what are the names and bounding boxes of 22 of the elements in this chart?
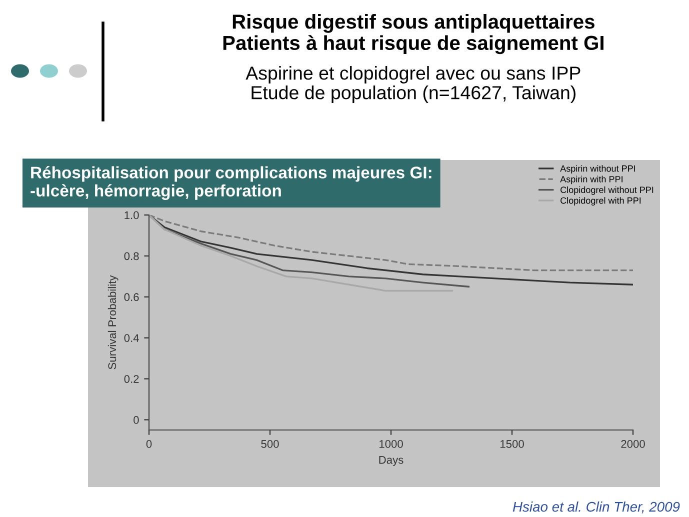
y-tick-label: 1.0 [124,211,139,220]
chart-subtitle: Aspirine et clopidogrel avec ou sans IPP Etude de population (n=14627, Taiwan) [246,66,580,103]
legend-label: Aspirin without PPI [560,165,636,174]
legend-label: Clopidogrel with PPI [560,197,641,206]
y-axis-title: Survival Probability [108,275,118,370]
x-tick-label: 1000 [379,440,403,448]
text: Réhospitalisation pour complications majeures GI: -ulcère, hémorragie, perforation [30,166,432,200]
x-axis-title: Days [379,456,404,466]
legend-label: Aspirin with PPI [560,176,622,184]
x-tick-label: 0 [146,440,152,448]
y-tick-label: 0.8 [124,252,139,260]
text: Hsiao et al. Clin Ther, 2009 [512,502,680,514]
y-tick-label: 0.2 [124,375,139,383]
x-tick-label: 500 [261,440,279,448]
x-tick-label: 1500 [500,440,524,448]
y-tick-label: 0.4 [124,334,139,342]
y-tick-label: 0.6 [124,293,139,302]
line-series [149,215,633,272]
legend-label: Clopidogrel without PPI [560,186,654,195]
y-tick-label: 0 [134,416,139,424]
chart-title: Risque digestif sous antiplaquettaires Patients à haut risque de saignement GI [223,14,604,54]
x-tick-label: 2000 [621,440,645,448]
